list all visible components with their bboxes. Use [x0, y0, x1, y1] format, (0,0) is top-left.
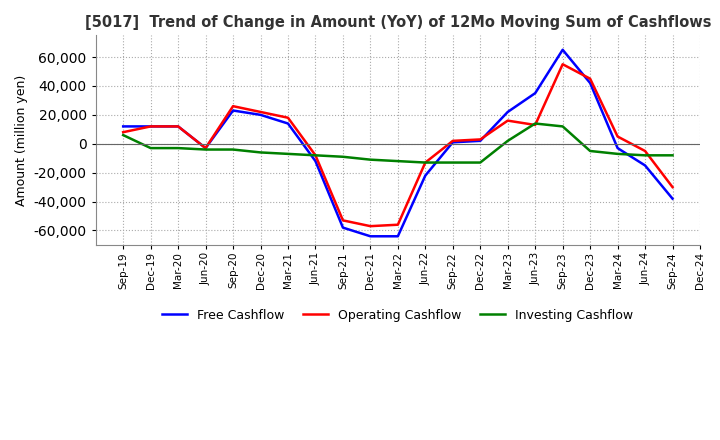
Free Cashflow: [284, 121, 292, 126]
Line: Investing Cashflow: Investing Cashflow: [123, 124, 672, 162]
Investing Cashflow: [641, 153, 649, 158]
Operating Cashflow: [394, 222, 402, 227]
Operating Cashflow: [558, 62, 567, 67]
Free Cashflow: [476, 138, 485, 143]
Free Cashflow: [558, 47, 567, 52]
Operating Cashflow: [338, 218, 347, 223]
Investing Cashflow: [668, 153, 677, 158]
Line: Free Cashflow: Free Cashflow: [123, 50, 672, 236]
Investing Cashflow: [394, 158, 402, 164]
Free Cashflow: [641, 163, 649, 168]
Operating Cashflow: [421, 160, 430, 165]
Free Cashflow: [586, 81, 595, 86]
Free Cashflow: [668, 196, 677, 202]
Investing Cashflow: [202, 147, 210, 152]
Investing Cashflow: [476, 160, 485, 165]
Operating Cashflow: [531, 122, 539, 128]
Investing Cashflow: [146, 146, 155, 151]
Free Cashflow: [311, 158, 320, 164]
Investing Cashflow: [366, 157, 374, 162]
Investing Cashflow: [338, 154, 347, 159]
Investing Cashflow: [311, 153, 320, 158]
Free Cashflow: [394, 234, 402, 239]
Investing Cashflow: [586, 148, 595, 154]
Investing Cashflow: [119, 132, 127, 138]
Operating Cashflow: [119, 129, 127, 135]
Investing Cashflow: [284, 151, 292, 157]
Operating Cashflow: [366, 224, 374, 229]
Free Cashflow: [366, 234, 374, 239]
Free Cashflow: [202, 146, 210, 151]
Free Cashflow: [421, 173, 430, 178]
Y-axis label: Amount (million yen): Amount (million yen): [15, 74, 28, 206]
Line: Operating Cashflow: Operating Cashflow: [123, 64, 672, 226]
Free Cashflow: [229, 108, 238, 113]
Operating Cashflow: [229, 103, 238, 109]
Free Cashflow: [613, 146, 622, 151]
Operating Cashflow: [449, 138, 457, 143]
Free Cashflow: [449, 139, 457, 145]
Free Cashflow: [174, 124, 182, 129]
Investing Cashflow: [229, 147, 238, 152]
Free Cashflow: [531, 91, 539, 96]
Operating Cashflow: [202, 146, 210, 151]
Operating Cashflow: [503, 118, 512, 123]
Free Cashflow: [503, 109, 512, 114]
Free Cashflow: [119, 124, 127, 129]
Investing Cashflow: [558, 124, 567, 129]
Operating Cashflow: [146, 124, 155, 129]
Legend: Free Cashflow, Operating Cashflow, Investing Cashflow: Free Cashflow, Operating Cashflow, Inves…: [157, 304, 639, 327]
Operating Cashflow: [256, 109, 265, 114]
Operating Cashflow: [174, 124, 182, 129]
Investing Cashflow: [256, 150, 265, 155]
Operating Cashflow: [476, 137, 485, 142]
Investing Cashflow: [421, 160, 430, 165]
Operating Cashflow: [586, 76, 595, 81]
Free Cashflow: [146, 124, 155, 129]
Free Cashflow: [338, 225, 347, 230]
Investing Cashflow: [613, 151, 622, 157]
Operating Cashflow: [284, 115, 292, 121]
Title: [5017]  Trend of Change in Amount (YoY) of 12Mo Moving Sum of Cashflows: [5017] Trend of Change in Amount (YoY) o…: [85, 15, 711, 30]
Investing Cashflow: [449, 160, 457, 165]
Free Cashflow: [256, 112, 265, 117]
Investing Cashflow: [531, 121, 539, 126]
Operating Cashflow: [311, 153, 320, 158]
Operating Cashflow: [613, 134, 622, 139]
Operating Cashflow: [641, 148, 649, 154]
Operating Cashflow: [668, 184, 677, 190]
Investing Cashflow: [503, 138, 512, 143]
Investing Cashflow: [174, 146, 182, 151]
